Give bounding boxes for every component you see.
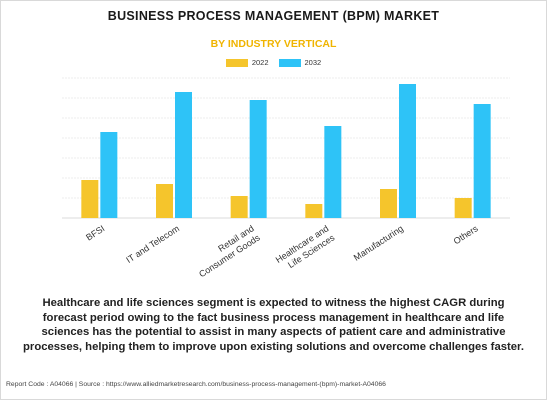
legend-label-2032: 2032	[304, 58, 322, 67]
bar-2032-1	[175, 92, 192, 218]
bar-2032-2	[249, 100, 267, 218]
legend-swatch-2032	[278, 58, 301, 67]
bar-2032-4	[399, 84, 416, 218]
x-tick-label-5: Others	[452, 223, 481, 246]
x-tick-label-3: Healthcare andLife Sciences	[274, 223, 337, 274]
bar-2022-1	[156, 184, 173, 218]
legend-item-2022: 2022	[225, 58, 269, 67]
x-axis-labels: BFSI IT and Telecom Retail andConsumer Goo…	[84, 223, 480, 279]
chart-title: BUSINESS PROCESS MANAGEMENT (BPM) MARKET	[107, 9, 440, 23]
x-tick-label-0: BFSI	[84, 223, 106, 242]
bar-2032-3	[324, 126, 342, 218]
bar-2022-5	[454, 198, 472, 218]
bars	[81, 84, 491, 218]
bar-2022-2	[230, 196, 248, 218]
gridlines	[62, 77, 510, 219]
chart-caption: Healthcare and life sciences segment is …	[23, 297, 524, 353]
bar-2022-4	[380, 189, 397, 218]
chart-subtitle: BY INDUSTRY VERTICAL	[210, 38, 337, 50]
report-footer: Report Code : A04066 | Source : https://…	[6, 381, 386, 388]
legend: 2022 2032	[0, 58, 547, 67]
bar-2022-0	[81, 180, 99, 218]
bar-2032-5	[473, 104, 491, 218]
legend-item-2032: 2032	[278, 58, 322, 67]
x-tick-label-2: Retail andConsumer Goods	[191, 223, 262, 279]
bar-2032-0	[100, 132, 118, 218]
bar-chart: BFSI IT and Telecom Retail andConsumer Goo…	[62, 77, 510, 279]
legend-label-2022: 2022	[251, 58, 269, 67]
x-tick-label-4: Manufacturing	[352, 223, 405, 262]
legend-swatch-2022	[225, 58, 248, 67]
bar-2022-3	[305, 204, 323, 218]
x-tick-label-1: IT and Telecom	[124, 223, 181, 265]
